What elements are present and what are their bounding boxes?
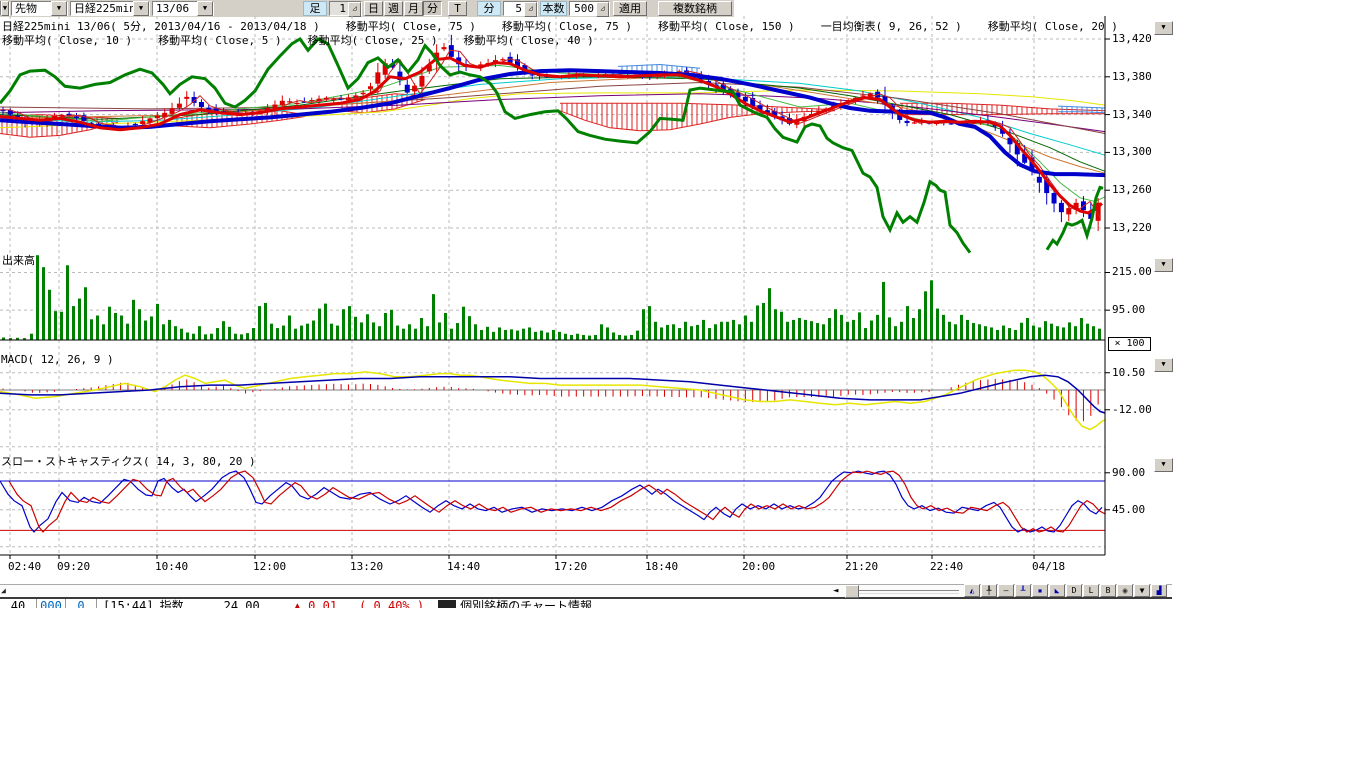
status-cell-2: 000 [37, 599, 66, 608]
triangle-draw-icon[interactable]: ◣ [1049, 584, 1065, 597]
horizontal-line-icon[interactable]: — [998, 584, 1014, 597]
scrollbar-groove[interactable] [859, 590, 959, 594]
price-axis-label: 13,260 [1112, 183, 1152, 196]
status-row: 400000[15:44]指数24.00▲ 0.01( 0.40% )個別銘柄の… [0, 599, 1172, 608]
stoch-axis-label: 90.00 [1112, 466, 1145, 479]
time-axis-label: 21:20 [845, 560, 878, 573]
time-axis-label: 04/18 [1032, 560, 1065, 573]
volume-pane-menu-button[interactable]: ▼ [1154, 258, 1173, 272]
macd-pane-label: MACD( 12, 26, 9 ) [1, 353, 114, 366]
stoch-pane-menu-button[interactable]: ▼ [1154, 458, 1173, 472]
time-axis-label: 18:40 [645, 560, 678, 573]
time-axis-label: 12:00 [253, 560, 286, 573]
macd-axis-label: -12.00 [1112, 403, 1152, 416]
status-change-pct: ( 0.40% ) [359, 599, 424, 608]
stoch-pane-label: スロー・ストキャスティクス( 14, 3, 80, 20 ) [1, 453, 256, 469]
status-index-value: 24.00 [224, 599, 260, 608]
indicator-label: 移動平均( Close, 150 ) [658, 18, 795, 34]
time-axis-label: 17:20 [554, 560, 587, 573]
resize-corner-icon: ◢ [1, 586, 6, 595]
stoch-axis-label: 45.00 [1112, 503, 1145, 516]
collapse-icon[interactable]: ▼ [1134, 584, 1150, 597]
histogram-icon[interactable]: ▟ [1151, 584, 1167, 597]
time-axis-label: 10:40 [155, 560, 188, 573]
status-time: [15:44] [103, 599, 154, 608]
volume-axis-label: 215.00 [1112, 265, 1152, 278]
time-axis-label: 20:00 [742, 560, 775, 573]
circle-tool-icon[interactable]: ◉ [1117, 584, 1133, 597]
scrollbar-thumb[interactable] [845, 585, 859, 598]
box-draw-icon[interactable]: ▪ [1032, 584, 1048, 597]
cross-cursor-icon[interactable]: ╀ [981, 584, 997, 597]
macd-pane-menu-button[interactable]: ▼ [1154, 358, 1173, 372]
status-index-name: 指数 [160, 599, 184, 608]
time-axis-label: 09:20 [57, 560, 90, 573]
status-change: ▲ 0.01 [294, 599, 337, 608]
chart-header-line2: 移動平均( Close, 10 ) 移動平均( Close, 5 ) 移動平均( C… [2, 32, 594, 48]
indicator-label: 移動平均( Close, 25 ) [308, 32, 438, 48]
volume-pane-label: 出来高 [2, 252, 35, 268]
status-icon [438, 600, 456, 608]
indicator-label: 移動平均( Close, 20 ) [988, 18, 1118, 34]
time-axis-label: 22:40 [930, 560, 963, 573]
indicator-label: 一目均衡表( 9, 26, 52 ) [821, 18, 962, 34]
status-cell-1: 40 [0, 599, 37, 608]
chart-mini-toolbar: ◭╀—╨▪◣DLB◉▼▟ [963, 584, 1167, 597]
scroll-left-icon[interactable]: ◄ [833, 586, 838, 596]
time-axis-label: 13:20 [350, 560, 383, 573]
price-axis-label: 13,220 [1112, 221, 1152, 234]
indicator-label: 移動平均( Close, 40 ) [464, 32, 594, 48]
price-axis-label: 13,420 [1112, 32, 1152, 45]
status-link[interactable]: 個別銘柄のチャート情報 [460, 599, 592, 608]
letter-l-icon[interactable]: L [1083, 584, 1099, 597]
price-axis-label: 13,380 [1112, 70, 1152, 83]
time-axis-label: 02:40 [8, 560, 41, 573]
price-axis-label: 13,340 [1112, 108, 1152, 121]
price-axis-label: 13,300 [1112, 145, 1152, 158]
price-pane-menu-button[interactable]: ▼ [1154, 21, 1173, 35]
indicator-label: 移動平均( Close, 10 ) [2, 32, 132, 48]
status-cell-3: 0 [66, 599, 97, 608]
indicator-label: 移動平均( Close, 5 ) [158, 32, 281, 48]
candle-cursor-icon[interactable]: ◭ [964, 584, 980, 597]
letter-b-icon[interactable]: B [1100, 584, 1116, 597]
volume-axis-label: 95.00 [1112, 303, 1145, 316]
volume-scale-box: × 100 [1108, 337, 1151, 351]
letter-d-icon[interactable]: D [1066, 584, 1082, 597]
chart-application-window: ▼ 先物 ▼ 日経225mini ▼ 13/06 ▼ 足 1 ◿ 日 週 月 分… [0, 0, 1172, 610]
macd-axis-label: 10.50 [1112, 366, 1145, 379]
trend-line-icon[interactable]: ╨ [1015, 584, 1031, 597]
chart-canvas[interactable] [0, 0, 1172, 580]
time-axis-label: 14:40 [447, 560, 480, 573]
